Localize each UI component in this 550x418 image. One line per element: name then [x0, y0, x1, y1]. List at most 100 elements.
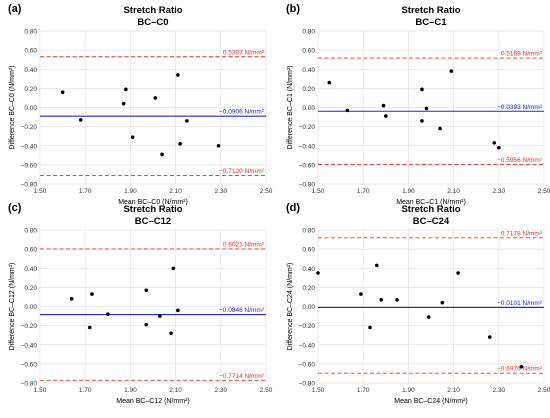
mean-difference-label: −0.0101 N/mm² [497, 300, 543, 307]
lower-limit-label: −0.7714 N/mm² [219, 373, 265, 380]
y-tick-label: 0.20 [24, 285, 37, 292]
chart-subtitle: BC–C24 [413, 216, 450, 227]
y-tick-label: −0.20 [299, 323, 316, 330]
x-tick-label: 1.50 [34, 387, 47, 394]
chart-subtitle: BC–C12 [135, 216, 171, 227]
lower-limit-label: −0.5956 N/mm² [497, 157, 543, 164]
x-tick-label: 2.30 [214, 188, 227, 195]
x-tick-label: 1.70 [79, 188, 92, 195]
y-tick-label: −0.40 [21, 342, 38, 349]
lower-limit-label: −0.7120 N/mm² [219, 168, 265, 175]
data-point [144, 322, 149, 327]
mean-difference-label: −0.0906 N/mm² [219, 109, 265, 116]
y-axis-label: Difference BC–C1 (N/mm²) [287, 66, 294, 150]
chart-title: Stretch Ratio [401, 204, 460, 215]
x-tick-label: 1.50 [312, 387, 325, 394]
y-tick-label: 0.00 [302, 105, 315, 112]
y-axis-label: Difference BC–C24 (N/mm²) [287, 263, 294, 351]
x-tick-label: 1.70 [357, 188, 370, 195]
y-tick-label: 0.00 [302, 304, 315, 311]
data-point [492, 141, 497, 145]
data-point [160, 152, 164, 157]
y-tick-label: 0.20 [302, 285, 315, 292]
data-point [157, 314, 162, 318]
x-tick-label: 2.50 [538, 387, 550, 394]
y-tick-label: −0.20 [299, 124, 316, 131]
x-tick-label: 2.10 [169, 188, 182, 195]
chart-subtitle: BC–C0 [137, 17, 168, 28]
y-tick-label: −0.40 [21, 143, 38, 150]
data-point [359, 292, 363, 296]
data-point [316, 271, 320, 275]
lower-limit-label: −0.6976 N/mm² [497, 366, 543, 373]
upper-limit-label: 0.6023 N/mm² [223, 241, 265, 248]
y-tick-label: 0.40 [24, 67, 37, 74]
data-point [420, 119, 424, 123]
data-point [426, 315, 431, 319]
y-tick-label: 0.40 [24, 266, 37, 273]
x-tick-label: 1.70 [79, 387, 92, 394]
mean-difference-label: −0.0393 N/mm² [497, 104, 543, 111]
y-tick-label: 0.60 [302, 48, 315, 55]
y-tick-label: 0.20 [302, 86, 315, 93]
data-point [144, 288, 149, 293]
data-point [384, 114, 388, 118]
y-tick-label: 0.40 [302, 266, 315, 273]
y-tick-label: −0.60 [299, 361, 316, 368]
y-tick-label: −0.80 [299, 182, 316, 189]
y-tick-label: 0.60 [24, 48, 37, 55]
upper-limit-label: 0.5307 N/mm² [223, 49, 265, 56]
data-point [497, 145, 501, 150]
data-point [368, 325, 372, 330]
x-axis-label: Mean BC–C1 (N/mm²) [396, 199, 466, 206]
data-point [438, 126, 442, 131]
x-tick-label: 2.50 [260, 188, 273, 195]
data-point [216, 143, 221, 148]
data-point [171, 266, 176, 271]
data-point [90, 292, 94, 296]
x-tick-label: 1.90 [402, 188, 415, 195]
chart-title: Stretch Ratio [123, 5, 182, 16]
panel-label: (b) [286, 3, 300, 15]
upper-limit-label: 0.5169 N/mm² [501, 51, 543, 58]
chart-subtitle: BC–C1 [415, 17, 447, 28]
y-axis-label: Difference BC–C0 (N/mm²) [9, 66, 16, 150]
data-point [420, 87, 424, 92]
data-point [381, 103, 386, 108]
x-axis-label: Mean BC–C24 (N/mm²) [394, 398, 468, 405]
data-point [456, 271, 460, 275]
chart-title: Stretch Ratio [123, 204, 182, 215]
data-point [345, 108, 350, 113]
data-point [379, 298, 384, 302]
x-tick-label: 2.10 [447, 188, 460, 195]
y-tick-label: 0.80 [302, 29, 315, 36]
data-point [106, 312, 110, 316]
data-point [424, 106, 429, 111]
y-tick-label: 0.60 [302, 247, 315, 254]
panel-label: (c) [8, 202, 22, 214]
y-tick-label: −0.40 [299, 342, 316, 349]
data-point [440, 300, 445, 305]
y-tick-label: −0.60 [21, 361, 38, 368]
data-point [519, 364, 524, 369]
x-tick-label: 2.30 [214, 387, 227, 394]
data-point [87, 325, 92, 330]
y-tick-label: −0.60 [21, 162, 38, 169]
panel-label: (a) [8, 3, 22, 15]
x-tick-label: 1.90 [402, 387, 415, 394]
y-tick-label: −0.60 [299, 162, 316, 169]
upper-limit-label: 0.7178 N/mm² [501, 230, 543, 237]
data-point [185, 119, 189, 123]
data-point [153, 96, 158, 100]
data-point [121, 101, 126, 106]
x-tick-label: 2.30 [492, 188, 505, 195]
y-tick-label: 0.60 [24, 247, 37, 254]
x-tick-label: 1.50 [312, 188, 325, 195]
y-tick-label: 0.40 [302, 67, 315, 74]
y-tick-label: −0.20 [21, 323, 38, 330]
x-axis-label: Mean BC–C0 (N/mm²) [118, 199, 188, 206]
